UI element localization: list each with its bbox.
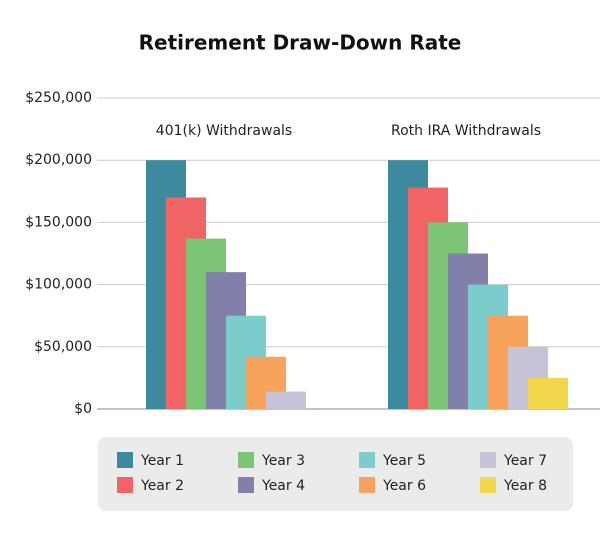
group-label: Roth IRA Withdrawals bbox=[391, 123, 541, 139]
legend-swatch bbox=[238, 477, 254, 493]
legend-swatch bbox=[480, 477, 496, 493]
legend-swatch bbox=[359, 477, 375, 493]
legend-label: Year 3 bbox=[261, 453, 305, 469]
legend-swatch bbox=[238, 452, 254, 468]
y-tick-label: $200,000 bbox=[25, 152, 92, 168]
y-tick-label: $250,000 bbox=[25, 90, 92, 106]
legend-label: Year 5 bbox=[382, 453, 426, 469]
bar bbox=[266, 391, 306, 409]
group-label: 401(k) Withdrawals bbox=[156, 123, 292, 139]
legend-swatch bbox=[117, 452, 133, 468]
chart-title: Retirement Draw-Down Rate bbox=[139, 31, 462, 55]
legend-box bbox=[98, 437, 573, 511]
legend-label: Year 8 bbox=[503, 478, 547, 494]
y-tick-label: $0 bbox=[74, 401, 92, 417]
y-tick-label: $150,000 bbox=[25, 214, 92, 230]
legend-label: Year 7 bbox=[503, 453, 547, 469]
legend-label: Year 2 bbox=[140, 478, 184, 494]
legend-label: Year 6 bbox=[382, 478, 426, 494]
y-tick-label: $50,000 bbox=[34, 339, 92, 355]
legend-swatch bbox=[359, 452, 375, 468]
y-tick-label: $100,000 bbox=[25, 277, 92, 293]
legend-swatch bbox=[480, 452, 496, 468]
legend-label: Year 1 bbox=[140, 453, 184, 469]
bar bbox=[528, 377, 568, 409]
legend-swatch bbox=[117, 477, 133, 493]
legend-label: Year 4 bbox=[261, 478, 305, 494]
